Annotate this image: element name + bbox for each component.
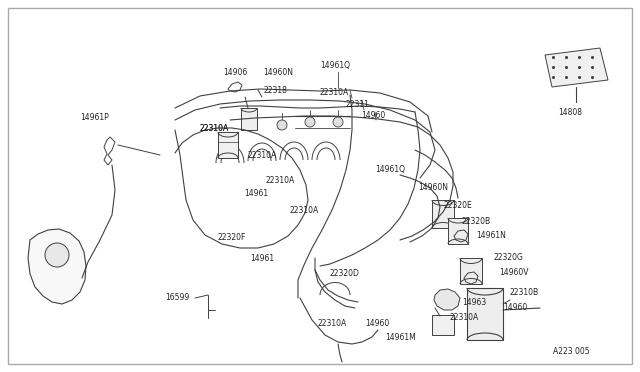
- Text: A223 005: A223 005: [553, 347, 589, 356]
- Text: 14963: 14963: [462, 298, 486, 307]
- Text: 14961: 14961: [250, 254, 274, 263]
- Text: 22310A: 22310A: [265, 176, 294, 185]
- Text: 22310A: 22310A: [200, 124, 229, 133]
- Text: 22320G: 22320G: [494, 253, 524, 262]
- Bar: [432, 200, 454, 228]
- Text: 14961Q: 14961Q: [320, 61, 350, 70]
- Bar: [241, 108, 257, 130]
- Bar: [448, 218, 468, 244]
- Text: 22320D: 22320D: [330, 269, 360, 278]
- Text: 14960V: 14960V: [499, 268, 529, 277]
- Text: 22320F: 22320F: [218, 233, 246, 242]
- Text: 14808: 14808: [558, 108, 582, 117]
- Text: 22310A: 22310A: [450, 313, 479, 322]
- Text: 14960N: 14960N: [418, 183, 448, 192]
- Text: 14960: 14960: [365, 319, 389, 328]
- Text: 16599: 16599: [165, 293, 189, 302]
- Text: 22310A: 22310A: [200, 124, 229, 133]
- Text: 14960: 14960: [361, 111, 385, 120]
- Text: 14961: 14961: [244, 189, 268, 198]
- Text: 14961N: 14961N: [476, 231, 506, 240]
- Circle shape: [333, 117, 343, 127]
- Text: 14961M: 14961M: [385, 333, 416, 342]
- Text: 14960N: 14960N: [263, 68, 293, 77]
- Text: 14906: 14906: [223, 68, 247, 77]
- Circle shape: [45, 243, 69, 267]
- Polygon shape: [28, 229, 86, 304]
- Text: 22310A: 22310A: [320, 88, 349, 97]
- Text: 14960: 14960: [503, 303, 527, 312]
- Circle shape: [305, 117, 315, 127]
- Polygon shape: [545, 48, 608, 87]
- Polygon shape: [434, 289, 460, 310]
- Text: 22310A: 22310A: [290, 206, 319, 215]
- Bar: [432, 315, 454, 335]
- Text: 22318: 22318: [263, 86, 287, 95]
- Circle shape: [277, 120, 287, 130]
- Text: 14961Q: 14961Q: [375, 165, 405, 174]
- Bar: [218, 132, 238, 158]
- Bar: [460, 258, 482, 284]
- Text: 22310B: 22310B: [510, 288, 539, 297]
- Bar: [467, 288, 503, 340]
- Text: 22320B: 22320B: [462, 217, 491, 226]
- Text: 14961P: 14961P: [80, 113, 109, 122]
- Text: 22311: 22311: [345, 100, 369, 109]
- Text: 22310A: 22310A: [318, 319, 348, 328]
- Text: 22310A: 22310A: [248, 151, 277, 160]
- Text: 22320E: 22320E: [444, 201, 473, 210]
